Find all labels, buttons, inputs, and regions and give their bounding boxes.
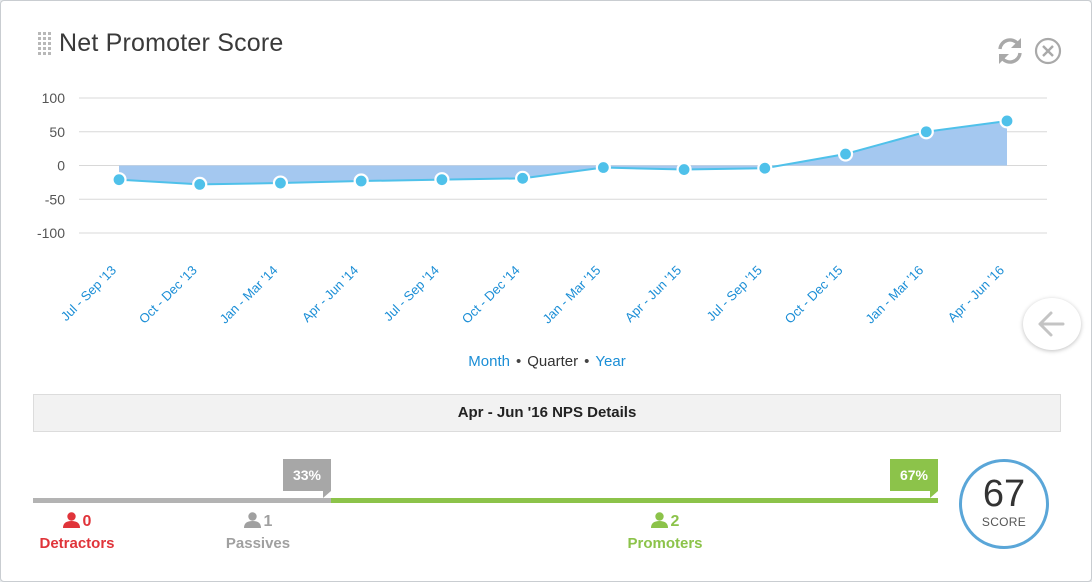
passives-count: 1 <box>263 513 273 530</box>
data-point <box>837 146 854 162</box>
period-quarter-active[interactable]: Quarter <box>527 353 579 370</box>
data-point <box>595 159 611 176</box>
detractors-count: 0 <box>82 513 92 530</box>
x-tick-label: Oct - Dec '14 <box>459 263 523 327</box>
detractors-stat: 0 Detractors <box>17 512 137 552</box>
promoters-percentage-flag: 67% <box>890 459 938 498</box>
user-icon <box>62 512 80 528</box>
x-tick-label: Jan - Mar '14 <box>217 263 281 327</box>
separator-dot: • <box>584 353 590 370</box>
series-area <box>119 120 1007 185</box>
x-tick-label: Jan - Mar '15 <box>540 263 604 327</box>
arrow-left-icon <box>1038 311 1065 337</box>
series-line <box>118 119 1008 186</box>
x-tick-label: Oct - Dec '15 <box>782 263 846 327</box>
x-tick-label: Jul - Sep '15 <box>704 263 765 324</box>
x-tick-label: Apr - Jun '14 <box>299 263 361 325</box>
score-badge: 67 SCORE <box>959 459 1049 549</box>
separator-dot: • <box>516 353 522 370</box>
promoters-stat: 2 Promoters <box>605 512 725 552</box>
data-point <box>676 161 692 178</box>
x-tick-label: Apr - Jun '16 <box>945 263 1007 325</box>
detractors-label: Detractors <box>39 535 115 552</box>
data-point <box>515 170 531 186</box>
score-label: SCORE <box>981 515 1027 529</box>
nps-area-chart: 100 50 0 -50 -100 Jul - Sep '13 Oct - Dec '13 J… <box>37 90 1047 327</box>
user-icon <box>243 512 261 528</box>
data-point <box>999 113 1015 129</box>
x-tick-label: Apr - Jun '15 <box>622 263 684 325</box>
passives-stat: 1 Passives <box>198 512 318 552</box>
passives-label: Passives <box>225 535 291 552</box>
data-point <box>757 160 773 176</box>
score-value: 67 <box>982 473 1026 515</box>
widget-title: Net Promoter Score <box>59 29 284 57</box>
y-tick-label: 100 <box>42 90 66 106</box>
data-point <box>111 172 127 188</box>
y-tick-label: 50 <box>49 124 65 140</box>
data-point <box>192 176 208 193</box>
drag-handle-icon[interactable] <box>38 32 52 58</box>
y-tick-label: 0 <box>57 158 65 174</box>
data-point <box>353 173 369 189</box>
back-button[interactable] <box>1023 298 1081 350</box>
y-tick-label: -100 <box>37 225 65 241</box>
passives-bar <box>33 498 331 503</box>
y-tick-label: -50 <box>45 191 65 207</box>
promoters-bar <box>331 498 938 503</box>
data-point <box>272 175 289 191</box>
x-tick-label: Oct - Dec '13 <box>136 263 200 327</box>
period-month-link[interactable]: Month <box>468 353 510 370</box>
user-icon <box>650 512 668 528</box>
data-point <box>918 124 934 140</box>
data-point <box>434 172 450 188</box>
close-icon[interactable] <box>1032 35 1064 67</box>
promoters-count: 2 <box>670 513 680 530</box>
x-tick-label: Jul - Sep '13 <box>58 263 119 324</box>
nps-details-header: Apr - Jun '16 NPS Details <box>33 394 1061 432</box>
x-tick-label: Jul - Sep '14 <box>381 263 442 324</box>
x-tick-label: Jan - Mar '16 <box>862 263 926 327</box>
period-toggle: Month • Quarter • Year <box>1 353 1091 370</box>
passives-percentage-flag: 33% <box>283 459 331 498</box>
period-year-link[interactable]: Year <box>595 353 626 370</box>
refresh-icon[interactable] <box>994 35 1026 67</box>
promoters-label: Promoters <box>627 535 703 552</box>
